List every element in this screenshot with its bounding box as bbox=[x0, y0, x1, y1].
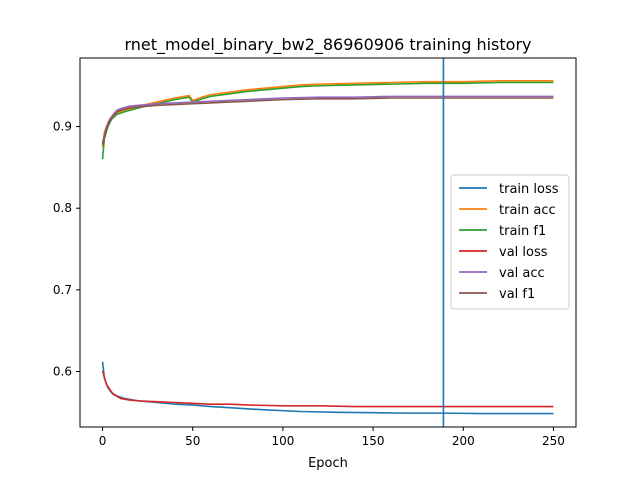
y-axis: 0.6 0.7 0.8 0.9 bbox=[53, 120, 80, 378]
series-line-val-loss bbox=[101, 370, 554, 408]
legend-label: val acc bbox=[499, 266, 545, 281]
axes-frame bbox=[79, 57, 577, 428]
series-line-train-acc bbox=[101, 80, 554, 148]
legend-label: train acc bbox=[499, 203, 556, 218]
x-tick-label: 150 bbox=[362, 434, 385, 448]
x-axis: 0 50 100 150 200 250 bbox=[99, 427, 565, 448]
chart-title: rnet_model_binary_bw2_86960906 training … bbox=[124, 35, 531, 55]
series-line-val-f1 bbox=[101, 97, 554, 145]
x-tick-label: 250 bbox=[542, 434, 565, 448]
y-tick-label: 0.6 bbox=[53, 364, 72, 378]
x-tick-label: 0 bbox=[99, 434, 107, 448]
y-tick-label: 0.8 bbox=[53, 201, 72, 215]
x-tick-label: 200 bbox=[452, 434, 475, 448]
series-line-train-f1 bbox=[101, 81, 554, 160]
legend-label: train f1 bbox=[499, 224, 546, 239]
legend-label: val f1 bbox=[499, 287, 535, 302]
plot-area bbox=[101, 58, 554, 427]
legend-label: val loss bbox=[499, 245, 548, 260]
y-tick-label: 0.7 bbox=[53, 283, 72, 297]
x-axis-label: Epoch bbox=[308, 456, 348, 471]
x-tick-label: 100 bbox=[271, 434, 294, 448]
x-tick-label: 50 bbox=[185, 434, 200, 448]
legend: train loss train acc train f1 val loss val a… bbox=[450, 174, 570, 310]
legend-label: train loss bbox=[499, 182, 559, 197]
series-line-val-acc bbox=[101, 95, 554, 144]
y-tick-label: 0.9 bbox=[53, 120, 72, 134]
